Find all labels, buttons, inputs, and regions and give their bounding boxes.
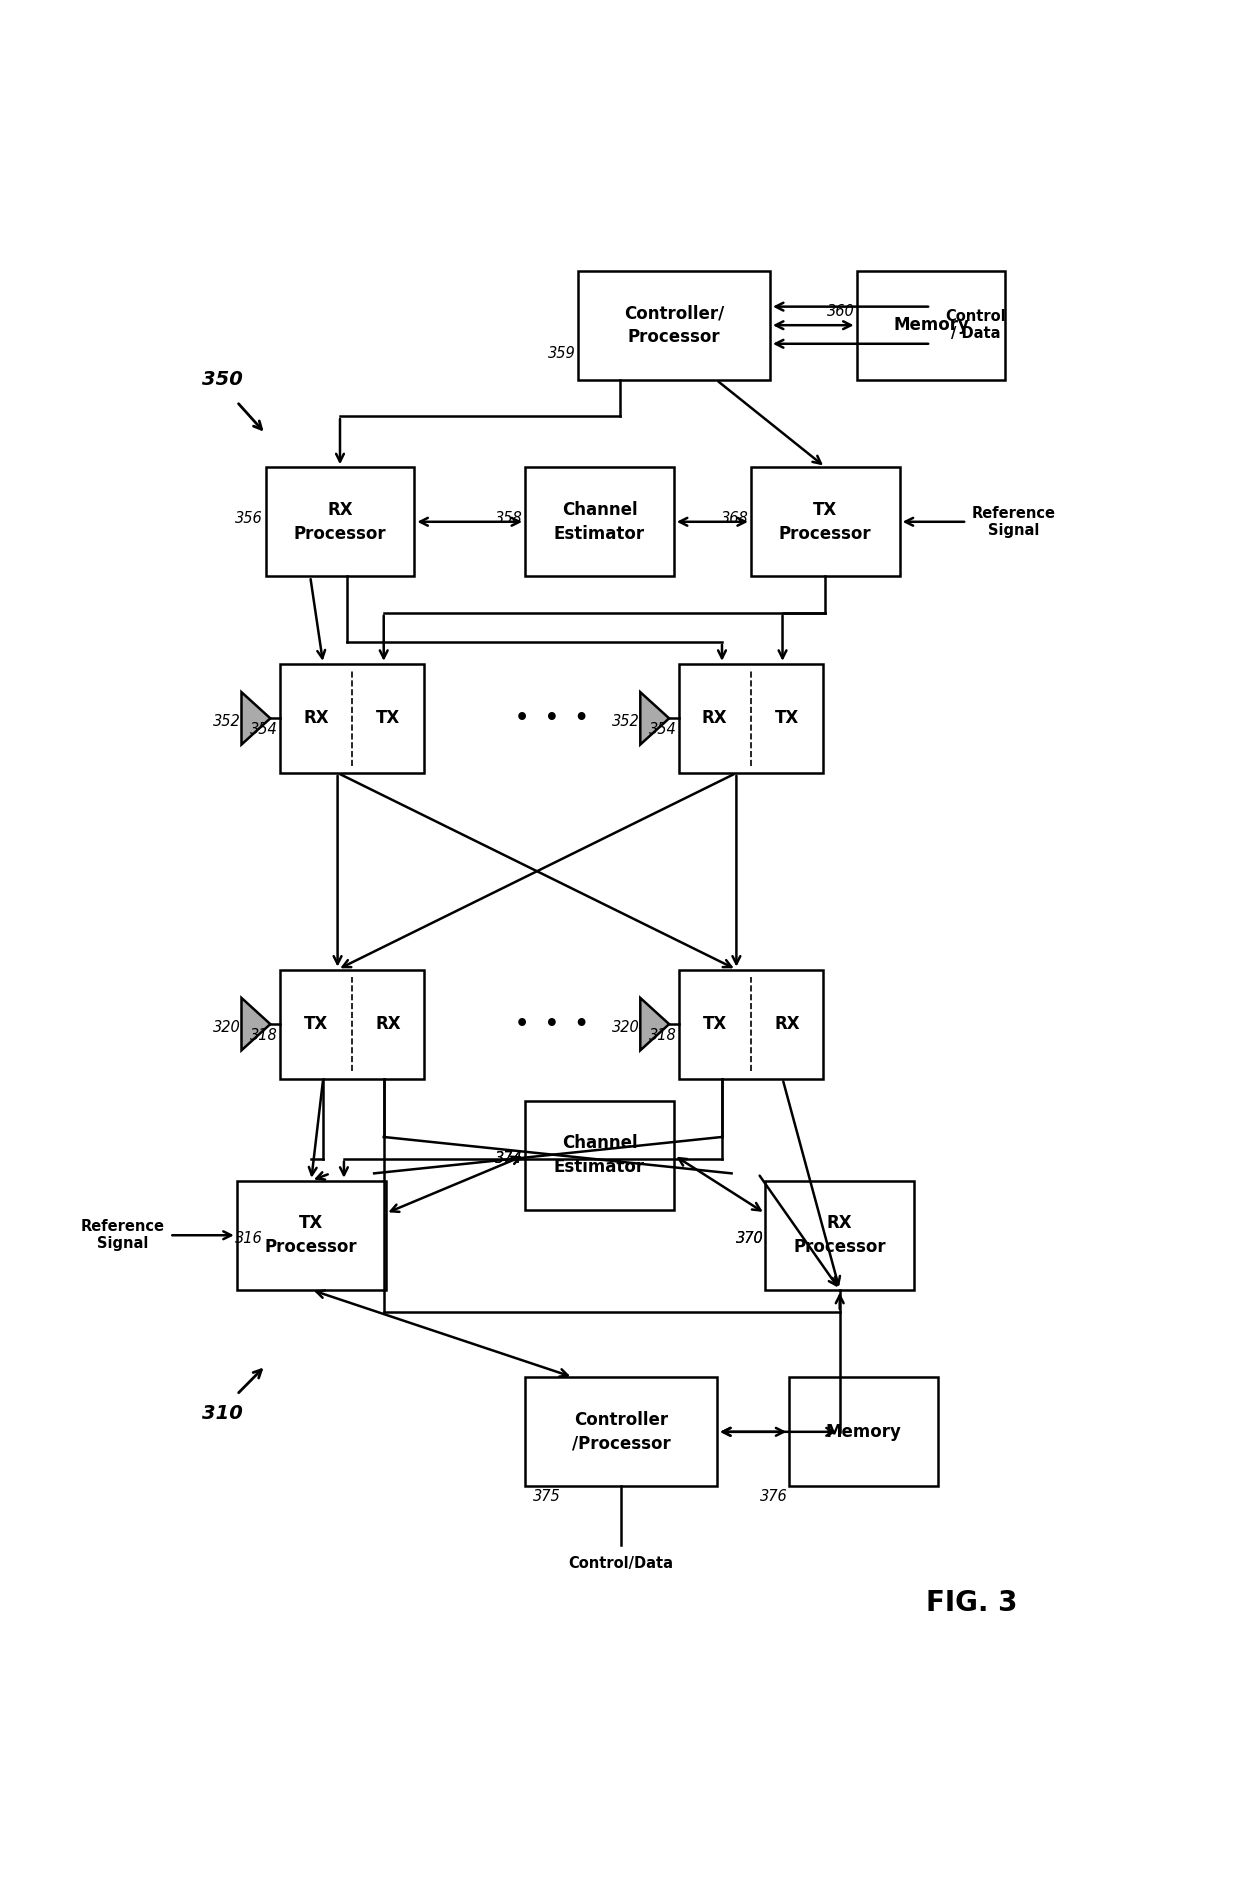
Text: TX: TX bbox=[304, 1015, 329, 1032]
Text: RX
Processor: RX Processor bbox=[294, 501, 387, 543]
Text: 374: 374 bbox=[495, 1152, 523, 1167]
Text: 320: 320 bbox=[213, 1021, 241, 1034]
Polygon shape bbox=[640, 998, 670, 1050]
Bar bbox=[578, 270, 770, 380]
Text: •  •  •: • • • bbox=[515, 1014, 588, 1034]
Bar bbox=[789, 1377, 939, 1486]
Text: 352: 352 bbox=[613, 715, 640, 730]
Text: 374: 374 bbox=[495, 1152, 523, 1167]
Text: 320: 320 bbox=[613, 1021, 640, 1034]
Text: 310: 310 bbox=[202, 1405, 243, 1424]
Text: TX: TX bbox=[376, 709, 401, 728]
Text: 354: 354 bbox=[250, 722, 278, 737]
Text: RX: RX bbox=[774, 1015, 800, 1032]
Text: 352: 352 bbox=[213, 715, 241, 730]
Text: 375: 375 bbox=[533, 1488, 560, 1503]
Text: FIG. 3: FIG. 3 bbox=[926, 1588, 1018, 1617]
Bar bbox=[280, 970, 424, 1078]
Text: 370: 370 bbox=[735, 1231, 764, 1246]
Text: 316: 316 bbox=[234, 1231, 263, 1246]
Text: Control/Data: Control/Data bbox=[569, 1556, 673, 1571]
Text: Reference
Signal: Reference Signal bbox=[81, 1220, 165, 1252]
Bar bbox=[765, 1180, 914, 1290]
Text: TX: TX bbox=[775, 709, 799, 728]
Text: 370: 370 bbox=[735, 1231, 764, 1246]
Text: RX: RX bbox=[303, 709, 329, 728]
Text: Control
/ Data: Control / Data bbox=[945, 308, 1006, 342]
Text: TX
Processor: TX Processor bbox=[779, 501, 872, 543]
Text: 354: 354 bbox=[649, 722, 677, 737]
Text: 368: 368 bbox=[722, 511, 749, 526]
Text: 350: 350 bbox=[202, 371, 243, 390]
Text: Memory: Memory bbox=[893, 316, 968, 335]
Text: Memory: Memory bbox=[826, 1422, 901, 1441]
Text: 318: 318 bbox=[649, 1027, 677, 1042]
Bar bbox=[678, 664, 823, 773]
Text: Controller/
Processor: Controller/ Processor bbox=[624, 304, 724, 346]
Bar bbox=[857, 270, 1006, 380]
Bar bbox=[751, 467, 900, 577]
Bar bbox=[280, 664, 424, 773]
Text: •  •  •: • • • bbox=[515, 709, 588, 728]
Text: TX
Processor: TX Processor bbox=[265, 1214, 357, 1256]
Polygon shape bbox=[640, 692, 670, 745]
Text: 359: 359 bbox=[548, 346, 575, 361]
Text: Controller
/Processor: Controller /Processor bbox=[572, 1411, 671, 1452]
Bar bbox=[237, 1180, 386, 1290]
Polygon shape bbox=[242, 998, 270, 1050]
Text: 318: 318 bbox=[250, 1027, 278, 1042]
Text: Channel
Estimator: Channel Estimator bbox=[554, 1135, 645, 1176]
Text: 356: 356 bbox=[234, 511, 263, 526]
Polygon shape bbox=[242, 692, 270, 745]
Text: 360: 360 bbox=[827, 304, 854, 320]
Text: TX: TX bbox=[703, 1015, 727, 1032]
Text: 376: 376 bbox=[760, 1488, 787, 1503]
Bar bbox=[525, 1101, 675, 1210]
Bar bbox=[525, 467, 675, 577]
Bar bbox=[265, 467, 414, 577]
Text: 358: 358 bbox=[495, 511, 523, 526]
Bar bbox=[678, 970, 823, 1078]
Text: RX: RX bbox=[702, 709, 728, 728]
Text: RX: RX bbox=[376, 1015, 401, 1032]
Text: Reference
Signal: Reference Signal bbox=[972, 505, 1055, 537]
Text: Channel
Estimator: Channel Estimator bbox=[554, 501, 645, 543]
Bar bbox=[525, 1377, 717, 1486]
Text: RX
Processor: RX Processor bbox=[794, 1214, 887, 1256]
